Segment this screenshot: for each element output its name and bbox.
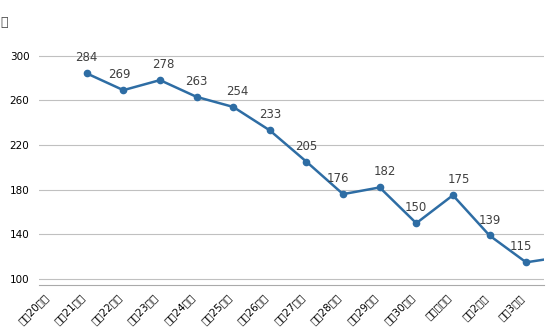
Text: 176: 176 xyxy=(326,172,349,185)
Text: 139: 139 xyxy=(478,213,500,226)
Text: 269: 269 xyxy=(108,68,131,81)
Text: 115: 115 xyxy=(509,240,532,253)
Text: 284: 284 xyxy=(75,51,98,64)
Text: 254: 254 xyxy=(226,85,248,98)
Text: 205: 205 xyxy=(295,140,317,153)
Text: 263: 263 xyxy=(185,75,208,88)
Text: 278: 278 xyxy=(152,58,175,71)
Text: 175: 175 xyxy=(447,173,470,186)
Text: 233: 233 xyxy=(258,109,281,122)
Text: 182: 182 xyxy=(374,165,397,179)
Text: 120: 120 xyxy=(0,331,1,332)
Text: 名: 名 xyxy=(0,16,8,29)
Text: 150: 150 xyxy=(405,201,427,214)
